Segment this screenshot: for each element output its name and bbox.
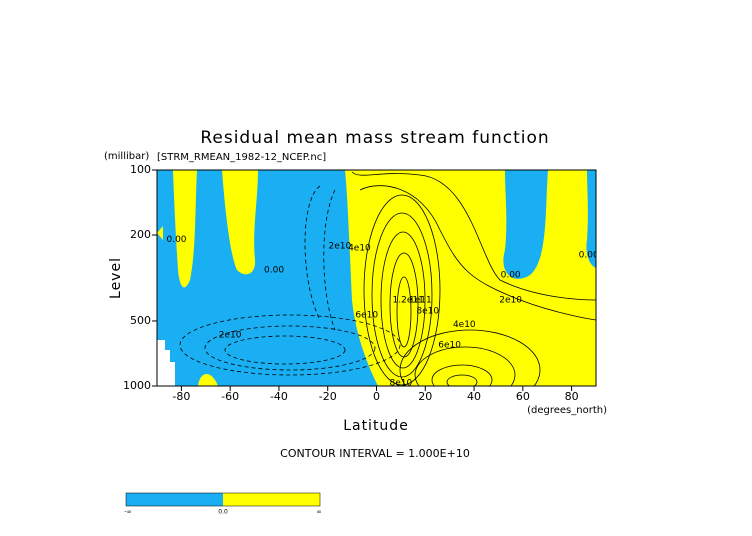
- positive-regions: [157, 170, 258, 386]
- contour-label: 8e10: [390, 379, 413, 389]
- positive-region: [198, 374, 218, 386]
- contour-interval: CONTOUR INTERVAL = 1.000E+10: [280, 447, 470, 460]
- y-label: Level: [108, 257, 124, 299]
- y-tick-label: 200: [130, 228, 151, 241]
- colorbar-label: -∞: [124, 509, 131, 516]
- contour-label: 4e10: [453, 320, 476, 330]
- x-tick-label: 60: [516, 390, 530, 403]
- positive-region: [157, 226, 163, 240]
- contour-label: 4e10: [348, 244, 371, 254]
- subtitle: [STRM_RMEAN_1982-12_NCEP.nc]: [157, 152, 326, 163]
- negative-region: [503, 170, 548, 279]
- contour-label: 1.2e11: [393, 296, 424, 306]
- colorbar: -∞ 0.0 ∞: [124, 492, 322, 516]
- missing-data: [157, 340, 175, 386]
- x-tick-label: -40: [270, 390, 288, 403]
- negative-region: [157, 170, 378, 386]
- negative-regions: [157, 170, 596, 386]
- negative-region: [586, 170, 596, 268]
- contour-label: 0.00: [501, 270, 521, 280]
- y-tick-label: 1000: [123, 379, 151, 392]
- contour-label: 0.00: [166, 235, 186, 245]
- x-tick-label: 40: [467, 390, 481, 403]
- colorbar-label: ∞: [317, 509, 322, 516]
- positive-region: [173, 170, 197, 288]
- contour-label: 2e10: [219, 330, 242, 340]
- colorbar-negative: [126, 493, 223, 506]
- contour-label: 0.00: [579, 251, 599, 261]
- contour-lines: [179, 171, 596, 386]
- contour-label: 8e10: [416, 307, 439, 317]
- y-units: (millibar): [104, 151, 149, 162]
- contour-label: 2e10: [499, 296, 522, 306]
- contour-label: 0.00: [264, 265, 284, 275]
- x-tick-label: 0: [373, 390, 380, 403]
- x-tick-label: -20: [319, 390, 337, 403]
- x-tick-label: 80: [565, 390, 579, 403]
- y-tick-label: 100: [130, 163, 151, 176]
- contour-label: 6e10: [438, 340, 461, 350]
- colorbar-label: 0.0: [218, 509, 228, 516]
- x-label: Latitude: [343, 418, 409, 434]
- chart-title: Residual mean mass stream function: [200, 128, 549, 148]
- x-tick-label: -80: [172, 390, 190, 403]
- contour-label: 2e10: [329, 242, 352, 252]
- y-tick-label: 500: [130, 314, 151, 327]
- colorbar-frame: [125, 492, 321, 507]
- colorbar-positive: [223, 493, 320, 506]
- x-tick-label: 20: [418, 390, 432, 403]
- x-tick-label: -60: [221, 390, 239, 403]
- contour-label: 6e10: [355, 311, 378, 321]
- contour-label: 1e11: [409, 296, 432, 306]
- positive-region: [222, 170, 258, 275]
- x-units: (degrees_north): [527, 405, 607, 416]
